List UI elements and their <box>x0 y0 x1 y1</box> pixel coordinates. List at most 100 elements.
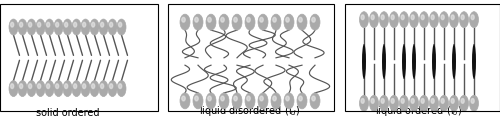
Ellipse shape <box>360 12 368 28</box>
Ellipse shape <box>402 44 406 79</box>
Ellipse shape <box>370 12 378 28</box>
Ellipse shape <box>110 84 112 89</box>
Ellipse shape <box>81 81 90 97</box>
Ellipse shape <box>380 95 388 111</box>
Ellipse shape <box>82 22 86 27</box>
Ellipse shape <box>99 81 108 97</box>
Ellipse shape <box>310 93 320 109</box>
Ellipse shape <box>206 14 216 30</box>
Ellipse shape <box>247 17 250 22</box>
Ellipse shape <box>206 93 216 109</box>
Ellipse shape <box>100 22 103 27</box>
Ellipse shape <box>432 44 436 79</box>
Ellipse shape <box>247 96 250 101</box>
Ellipse shape <box>195 96 198 101</box>
Ellipse shape <box>56 22 58 27</box>
Ellipse shape <box>10 84 14 89</box>
Ellipse shape <box>260 96 263 101</box>
Text: liquid disordered (l$_d$): liquid disordered (l$_d$) <box>200 104 300 118</box>
Ellipse shape <box>258 93 268 109</box>
Text: solid ordered: solid ordered <box>36 108 99 118</box>
Ellipse shape <box>471 15 474 20</box>
Ellipse shape <box>286 17 289 22</box>
Ellipse shape <box>64 84 68 89</box>
Ellipse shape <box>258 14 268 30</box>
Ellipse shape <box>90 19 99 35</box>
Ellipse shape <box>182 17 185 22</box>
Ellipse shape <box>108 81 117 97</box>
Ellipse shape <box>219 93 229 109</box>
Ellipse shape <box>99 19 108 35</box>
Ellipse shape <box>182 96 185 101</box>
Ellipse shape <box>470 12 478 28</box>
Ellipse shape <box>470 95 478 111</box>
Ellipse shape <box>260 17 263 22</box>
Ellipse shape <box>430 95 438 111</box>
Ellipse shape <box>36 19 45 35</box>
Ellipse shape <box>193 93 203 109</box>
Ellipse shape <box>118 22 122 27</box>
Ellipse shape <box>271 14 281 30</box>
Ellipse shape <box>28 84 32 89</box>
Ellipse shape <box>45 81 54 97</box>
Ellipse shape <box>460 95 468 111</box>
Ellipse shape <box>371 99 374 103</box>
Ellipse shape <box>361 15 364 20</box>
Ellipse shape <box>461 15 464 20</box>
Ellipse shape <box>450 95 458 111</box>
Ellipse shape <box>411 15 414 20</box>
Ellipse shape <box>100 84 103 89</box>
Ellipse shape <box>273 17 276 22</box>
Ellipse shape <box>381 15 384 20</box>
Text: liquid ordered (l$_o$): liquid ordered (l$_o$) <box>376 104 462 118</box>
Ellipse shape <box>360 95 368 111</box>
Ellipse shape <box>234 96 237 101</box>
Ellipse shape <box>391 99 394 103</box>
Ellipse shape <box>20 22 22 27</box>
Ellipse shape <box>20 84 22 89</box>
Ellipse shape <box>72 81 81 97</box>
Ellipse shape <box>420 95 428 111</box>
Ellipse shape <box>92 84 94 89</box>
Ellipse shape <box>219 14 229 30</box>
Ellipse shape <box>81 19 90 35</box>
Ellipse shape <box>195 17 198 22</box>
Ellipse shape <box>118 84 122 89</box>
Ellipse shape <box>90 81 99 97</box>
Ellipse shape <box>310 14 320 30</box>
Ellipse shape <box>232 14 242 30</box>
Ellipse shape <box>410 95 418 111</box>
Ellipse shape <box>361 99 364 103</box>
Ellipse shape <box>421 15 424 20</box>
Ellipse shape <box>461 99 464 103</box>
Ellipse shape <box>27 19 36 35</box>
Ellipse shape <box>299 17 302 22</box>
Ellipse shape <box>451 15 454 20</box>
Ellipse shape <box>28 22 32 27</box>
Ellipse shape <box>74 84 76 89</box>
Ellipse shape <box>284 93 294 109</box>
Ellipse shape <box>297 14 307 30</box>
Ellipse shape <box>440 95 448 111</box>
Ellipse shape <box>431 99 434 103</box>
Ellipse shape <box>54 81 63 97</box>
Ellipse shape <box>72 19 81 35</box>
Ellipse shape <box>117 19 126 35</box>
Ellipse shape <box>312 17 316 22</box>
Bar <box>0 4 158 111</box>
Ellipse shape <box>286 96 289 101</box>
Ellipse shape <box>221 17 224 22</box>
Ellipse shape <box>421 99 424 103</box>
Ellipse shape <box>18 19 27 35</box>
Ellipse shape <box>400 12 408 28</box>
Ellipse shape <box>273 96 276 101</box>
Ellipse shape <box>441 15 444 20</box>
Ellipse shape <box>441 99 444 103</box>
Ellipse shape <box>110 22 112 27</box>
Ellipse shape <box>92 22 94 27</box>
Ellipse shape <box>381 99 384 103</box>
Ellipse shape <box>451 99 454 103</box>
Ellipse shape <box>312 96 316 101</box>
Ellipse shape <box>234 17 237 22</box>
Ellipse shape <box>450 12 458 28</box>
